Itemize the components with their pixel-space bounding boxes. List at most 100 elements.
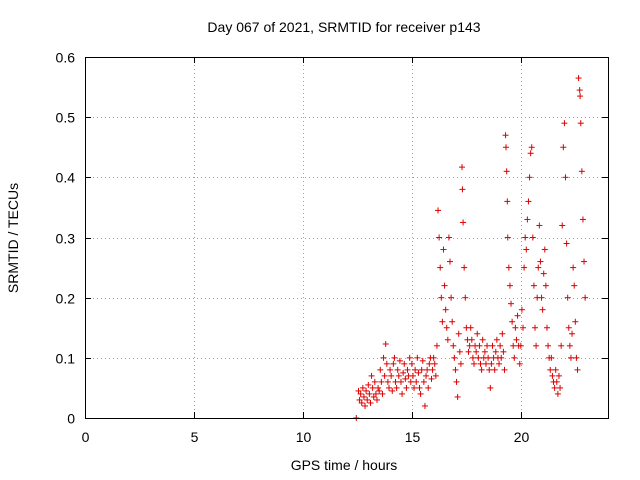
data-point bbox=[541, 246, 548, 253]
data-point bbox=[432, 372, 439, 379]
data-point bbox=[393, 384, 400, 391]
data-point bbox=[511, 354, 518, 361]
data-point bbox=[508, 300, 515, 307]
data-point bbox=[360, 393, 367, 400]
data-point bbox=[459, 186, 466, 193]
data-point bbox=[370, 393, 377, 400]
data-point bbox=[375, 384, 382, 391]
data-point bbox=[378, 378, 385, 385]
data-point bbox=[380, 354, 387, 361]
data-point bbox=[572, 318, 579, 325]
data-point bbox=[388, 372, 395, 379]
data-point bbox=[518, 306, 525, 313]
data-point bbox=[359, 384, 366, 391]
data-point bbox=[525, 198, 532, 205]
data-point bbox=[579, 216, 586, 223]
data-point bbox=[566, 342, 573, 349]
data-point bbox=[456, 348, 463, 355]
data-point bbox=[570, 264, 577, 271]
data-point bbox=[431, 360, 438, 367]
data-point bbox=[391, 354, 398, 361]
data-point bbox=[423, 372, 430, 379]
data-point bbox=[376, 387, 383, 394]
data-point bbox=[355, 387, 362, 394]
data-point bbox=[478, 366, 485, 373]
data-point bbox=[440, 246, 447, 253]
data-point bbox=[462, 294, 469, 301]
data-point bbox=[468, 336, 475, 343]
data-point bbox=[450, 342, 457, 349]
data-point bbox=[557, 384, 564, 391]
data-point bbox=[484, 342, 491, 349]
data-point bbox=[487, 384, 494, 391]
data-point bbox=[516, 360, 523, 367]
y-axis: 0 0.1 0.2 0.3 0.4 0.5 0.6 bbox=[56, 50, 608, 427]
data-point bbox=[470, 360, 477, 367]
data-point bbox=[476, 342, 483, 349]
data-point bbox=[433, 342, 440, 349]
data-point bbox=[469, 354, 476, 361]
data-point bbox=[411, 384, 418, 391]
data-point bbox=[543, 324, 550, 331]
y-tick-label: 0.5 bbox=[56, 110, 76, 126]
data-point bbox=[367, 399, 374, 406]
data-point bbox=[445, 234, 452, 241]
y-tick-label: 0.2 bbox=[56, 291, 76, 307]
y-tick-label: 0.1 bbox=[56, 351, 76, 367]
data-point bbox=[554, 390, 561, 397]
data-point bbox=[510, 342, 517, 349]
data-point bbox=[503, 168, 510, 175]
data-point bbox=[485, 354, 492, 361]
data-point bbox=[458, 164, 465, 171]
data-point bbox=[500, 348, 507, 355]
data-point bbox=[577, 120, 584, 127]
data-point bbox=[392, 378, 399, 385]
data-point bbox=[441, 282, 448, 289]
data-point bbox=[489, 342, 496, 349]
data-point bbox=[430, 354, 437, 361]
data-point bbox=[582, 294, 589, 301]
data-point bbox=[549, 372, 556, 379]
data-point bbox=[514, 312, 521, 319]
data-point bbox=[387, 366, 394, 373]
data-point bbox=[512, 324, 519, 331]
y-tick-label: 0.3 bbox=[56, 231, 76, 247]
data-point bbox=[504, 198, 511, 205]
y-tick-label: 0 bbox=[67, 411, 75, 427]
data-point bbox=[408, 360, 415, 367]
data-point bbox=[479, 336, 486, 343]
data-point bbox=[435, 207, 442, 214]
data-point bbox=[473, 348, 480, 355]
data-point bbox=[502, 132, 509, 139]
data-point bbox=[530, 282, 537, 289]
data-point bbox=[429, 366, 436, 373]
data-point bbox=[542, 282, 549, 289]
data-point bbox=[560, 144, 567, 151]
data-point bbox=[369, 384, 376, 391]
data-point bbox=[548, 354, 555, 361]
data-point bbox=[421, 402, 428, 409]
data-point bbox=[555, 372, 562, 379]
data-point bbox=[400, 369, 407, 376]
data-point bbox=[389, 387, 396, 394]
data-point bbox=[425, 384, 432, 391]
data-point bbox=[419, 357, 426, 364]
chart-title: Day 067 of 2021, SRMTID for receiver p14… bbox=[207, 19, 480, 35]
data-point bbox=[418, 366, 425, 373]
data-point bbox=[460, 219, 467, 226]
data-point bbox=[527, 150, 534, 157]
x-tick-label: 15 bbox=[405, 429, 421, 445]
data-point bbox=[509, 318, 516, 325]
data-point bbox=[526, 174, 533, 181]
data-point bbox=[571, 282, 578, 289]
data-point bbox=[496, 360, 503, 367]
data-point bbox=[523, 246, 530, 253]
data-point bbox=[562, 174, 569, 181]
data-point bbox=[397, 378, 404, 385]
data-point bbox=[504, 234, 511, 241]
data-point bbox=[365, 381, 372, 388]
data-point bbox=[564, 294, 571, 301]
data-point bbox=[372, 390, 379, 397]
data-point bbox=[491, 366, 498, 373]
data-point bbox=[503, 144, 510, 151]
